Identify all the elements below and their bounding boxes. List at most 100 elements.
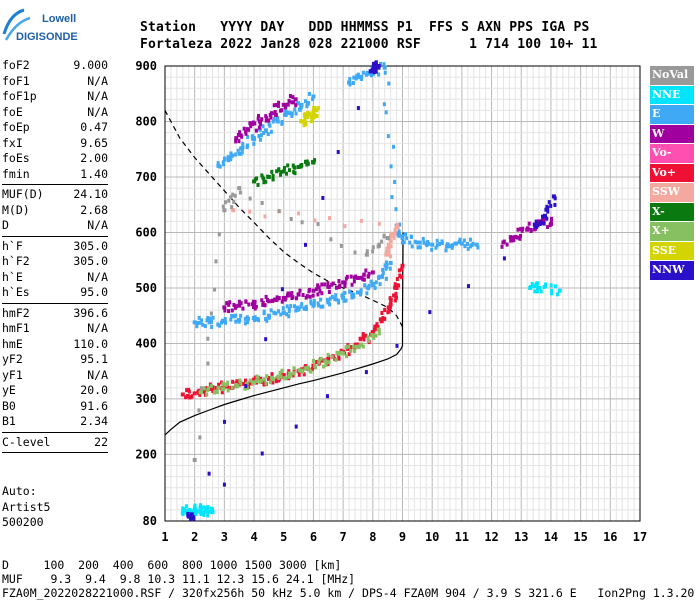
trace-echo [275,169,279,174]
trace-echo [189,517,193,522]
trace-echo [280,299,284,304]
trace-echo [353,250,357,255]
trace-echo [370,67,374,72]
trace-echo [290,114,294,119]
trace-echo [372,327,376,332]
trace-echo [223,200,227,205]
trace-echo [337,356,341,361]
trace-echo [269,308,273,313]
data-point [543,213,547,218]
trace-echo [299,105,303,110]
trace-echo [453,241,457,246]
trace-echo [331,354,335,359]
trace-echo [298,288,302,293]
trace-echo [377,72,381,77]
trace-echo [434,245,438,250]
trace-echo [348,289,352,294]
trace-echo [219,386,223,391]
trace-echo [381,267,385,272]
trace-echo [238,190,242,195]
trace-echo [546,224,550,229]
trace-echo [375,322,379,327]
trace-echo [184,395,188,400]
trace-echo [333,356,337,361]
trace-echo [334,293,338,298]
data-point [415,240,420,245]
trace-echo [199,386,203,391]
param-row: foF2 9.000 [2,58,108,74]
trace-echo [253,299,257,304]
trace-echo [279,374,283,379]
trace-echo [229,385,233,390]
param-separator [2,452,108,453]
param-value: 305.0 [73,238,108,253]
trace-echo [372,335,376,340]
trace-echo [534,283,538,288]
trace-echo [258,122,262,127]
trace-echo [297,368,301,373]
param-name: hmF1 [2,321,30,335]
param-row: h`F 305.0 [2,239,108,255]
trace-echo [217,382,221,387]
trace-echo [276,309,280,314]
trace-echo [519,234,523,239]
trace-echo [239,313,243,318]
trace-echo [338,283,342,288]
trace-echo [422,240,426,245]
trace-echo [357,345,361,350]
trace-echo [303,117,307,122]
trace-echo [229,157,233,162]
trace-echo [367,271,371,276]
trace-echo [292,165,296,170]
param-value: N/A [87,104,108,119]
trace-echo [448,244,452,249]
data-point [266,174,271,179]
trace-echo [279,108,283,113]
y-tick-label: 80 [143,514,157,528]
trace-echo [218,164,222,169]
trace-echo [222,386,226,391]
legend-entry: NNE [650,85,694,104]
trace-echo [354,76,358,81]
trace-echo [345,274,349,279]
trace-echo [317,360,321,365]
trace-echo [234,152,238,157]
trace-echo [215,385,219,390]
trace-echo [397,268,401,273]
trace-echo [337,300,341,305]
trace-echo [303,159,307,164]
data-point [373,65,378,70]
x-tick-label: 4 [250,530,257,544]
trace-echo [388,244,392,249]
trace-echo [311,114,315,119]
trace-echo [468,237,472,242]
trace-echo [255,317,259,322]
trace-echo [350,295,354,300]
trace-echo [425,243,429,248]
trace-echo [210,319,214,324]
trace-echo [238,378,242,383]
trace-echo [197,391,201,396]
trace-echo [397,229,401,234]
data-point [180,392,185,397]
trace-echo [539,220,543,225]
trace-echo [210,324,214,329]
trace-echo [384,250,388,255]
trace-echo [221,319,225,324]
trace-echo [294,103,298,108]
trace-echo [318,357,322,362]
x-tick-label: 10 [425,530,439,544]
trace-echo [265,374,269,379]
trace-echo [388,233,392,238]
trace-echo [282,375,286,380]
trace-echo [268,123,272,128]
x-tick-label: 13 [514,530,528,544]
trace-echo [300,220,304,225]
trace-echo [211,507,215,512]
param-name: fmin [2,166,30,181]
param-name: foF2 [2,58,30,72]
trace-echo [186,511,190,516]
trace-echo [336,351,340,356]
trace-echo [367,71,371,76]
trace-echo [386,134,390,139]
